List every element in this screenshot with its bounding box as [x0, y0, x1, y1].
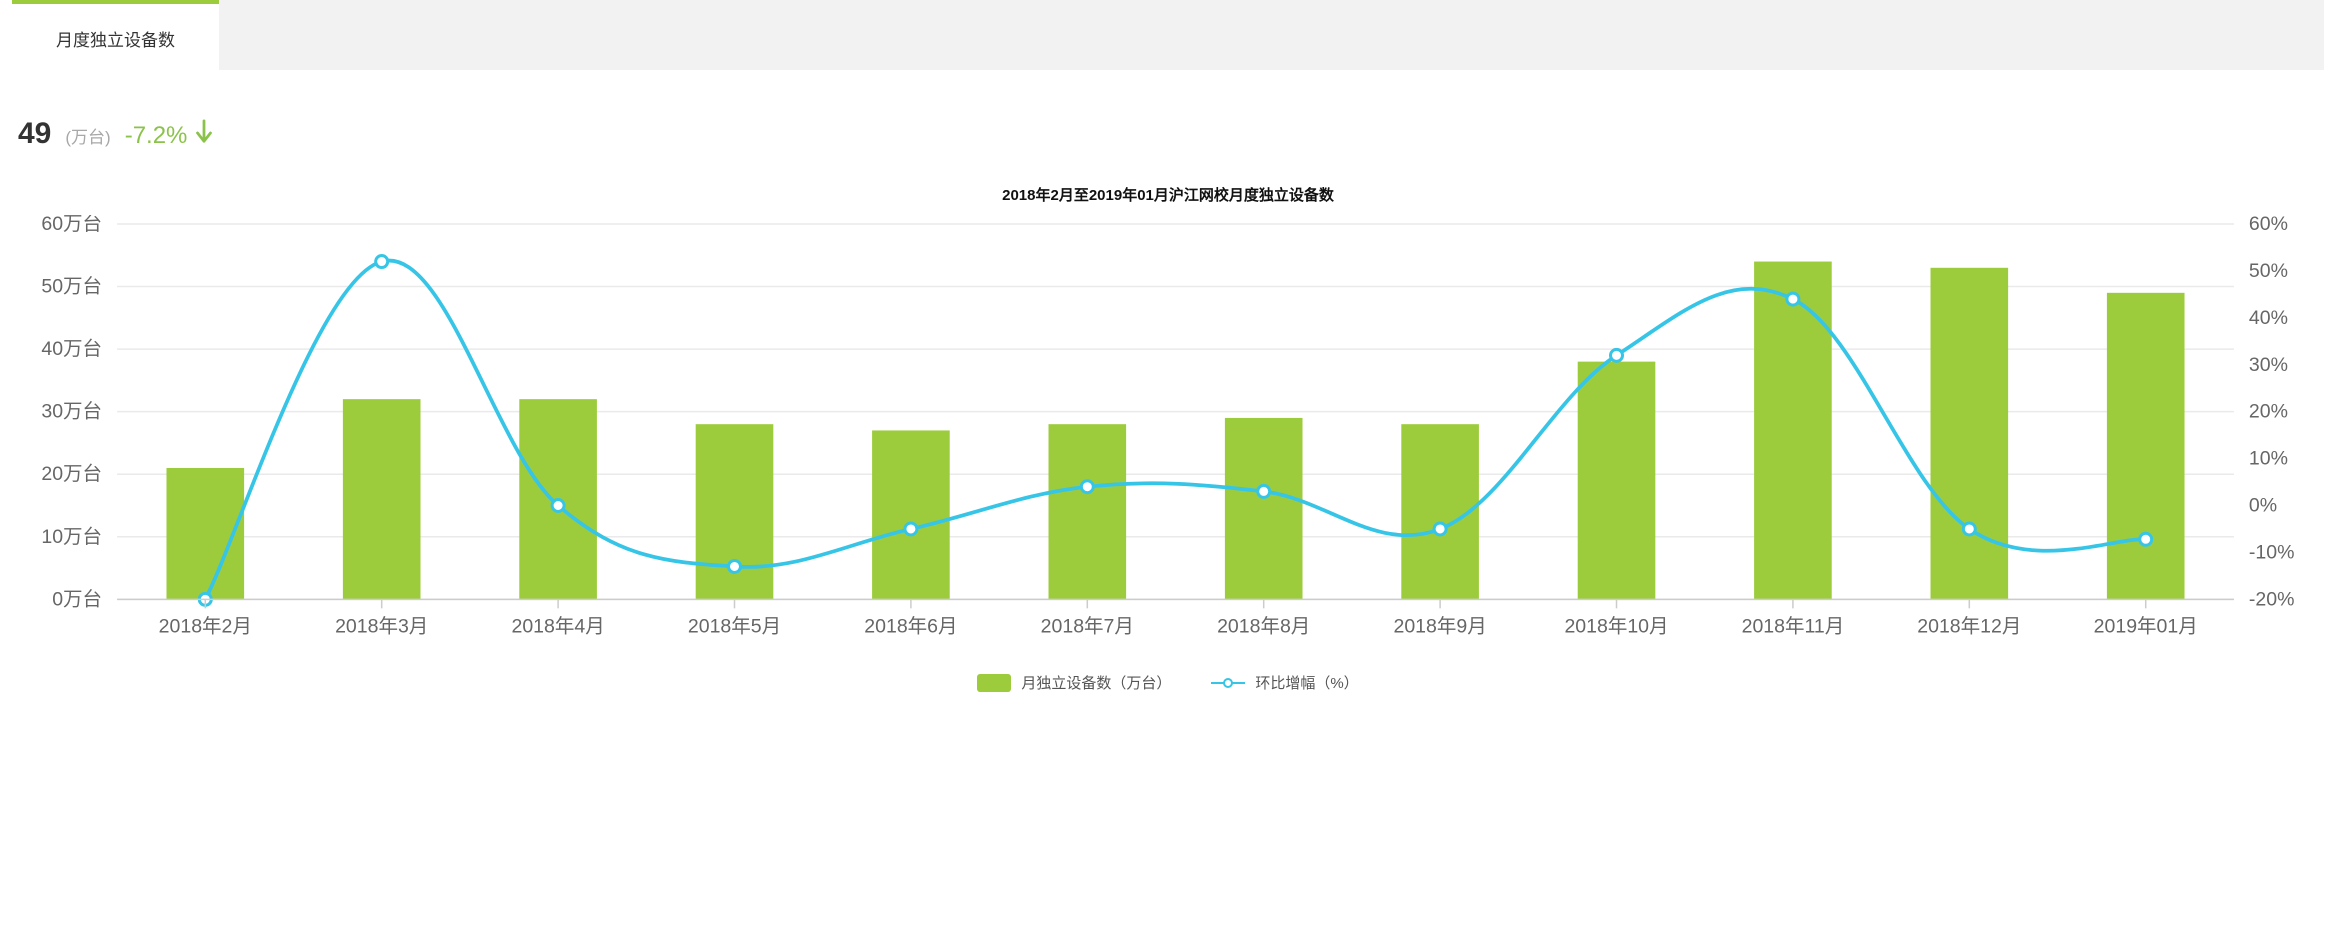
y-left-tick: 20万台	[41, 463, 102, 485]
chart-title: 2018年2月至2019年01月沪江网校月度独立设备数	[12, 184, 2324, 205]
chart-legend: 月独立设备数（万台） 环比增幅（%）	[12, 672, 2324, 693]
line-marker	[728, 560, 740, 572]
line-marker	[1258, 485, 1270, 497]
x-tick: 2018年3月	[335, 615, 428, 637]
metric-delta-text: -7.2%	[125, 122, 188, 149]
y-right-tick: -10%	[2249, 541, 2295, 563]
y-right-tick: 40%	[2249, 307, 2288, 329]
line-marker	[2140, 533, 2152, 545]
line-swatch-icon	[1211, 674, 1245, 692]
y-right-tick: 50%	[2249, 260, 2288, 282]
bar	[1754, 262, 1832, 600]
line-marker	[1787, 293, 1799, 305]
y-right-tick: 60%	[2249, 215, 2288, 235]
y-left-tick: 10万台	[41, 526, 102, 548]
bar	[872, 430, 950, 599]
y-left-tick: 0万台	[52, 588, 102, 610]
chart-container: 0万台 10万台 20万台 30万台 40万台 50万台 60万台 -20% -10% 0% 10%…	[12, 215, 2324, 650]
y-right-tick: 20%	[2249, 401, 2288, 423]
metric-unit: (万台)	[65, 123, 110, 148]
bar	[1225, 418, 1303, 599]
legend-item-bar[interactable]: 月独立设备数（万台）	[977, 672, 1171, 693]
tab-monthly-devices[interactable]: 月度独立设备数	[12, 0, 219, 73]
metric-delta: -7.2%	[125, 119, 214, 152]
x-tick: 2018年12月	[1917, 615, 2021, 637]
legend-bar-label: 月独立设备数（万台）	[1021, 672, 1171, 693]
combo-chart: 0万台 10万台 20万台 30万台 40万台 50万台 60万台 -20% -10% 0% 10%…	[12, 215, 2324, 650]
headline-metric: 49 (万台) -7.2%	[12, 73, 2324, 162]
y-right-tick: 10%	[2249, 448, 2288, 470]
y-left-tick: 40万台	[41, 338, 102, 360]
y-left-tick: 50万台	[41, 276, 102, 298]
line-marker	[1611, 349, 1623, 361]
x-tick: 2018年9月	[1393, 615, 1486, 637]
bar	[1048, 424, 1126, 599]
line-marker	[1434, 523, 1446, 535]
arrow-down-icon	[194, 119, 214, 152]
growth-line	[205, 261, 2145, 600]
y-left-tick: 30万台	[41, 401, 102, 423]
bar	[343, 399, 421, 599]
metric-value: 49	[18, 117, 51, 151]
tab-bar-filler	[219, 0, 2324, 70]
line-marker	[552, 499, 564, 511]
x-tick: 2018年2月	[159, 615, 252, 637]
tab-bar: 月度独立设备数	[12, 0, 2324, 73]
bar	[1578, 362, 1656, 600]
x-tick: 2018年10月	[1564, 615, 1668, 637]
legend-line-label: 环比增幅（%）	[1255, 672, 1358, 693]
line-marker	[376, 256, 388, 268]
bar	[2107, 293, 2185, 600]
legend-item-line[interactable]: 环比增幅（%）	[1211, 672, 1358, 693]
x-tick: 2018年5月	[688, 615, 781, 637]
line-marker	[1081, 481, 1093, 493]
y-right-tick: 30%	[2249, 354, 2288, 376]
bar	[1931, 268, 2009, 600]
line-marker	[1963, 523, 1975, 535]
x-tick: 2018年4月	[511, 615, 604, 637]
x-tick: 2019年01月	[2094, 615, 2198, 637]
line-marker	[905, 523, 917, 535]
y-right-tick: -20%	[2249, 588, 2295, 610]
x-tick: 2018年6月	[864, 615, 957, 637]
x-tick: 2018年11月	[1742, 615, 1845, 637]
x-tick: 2018年8月	[1217, 615, 1310, 637]
bar-swatch-icon	[977, 674, 1011, 692]
x-tick: 2018年7月	[1041, 615, 1134, 637]
y-right-tick: 0%	[2249, 495, 2277, 517]
y-left-tick: 60万台	[41, 215, 102, 235]
